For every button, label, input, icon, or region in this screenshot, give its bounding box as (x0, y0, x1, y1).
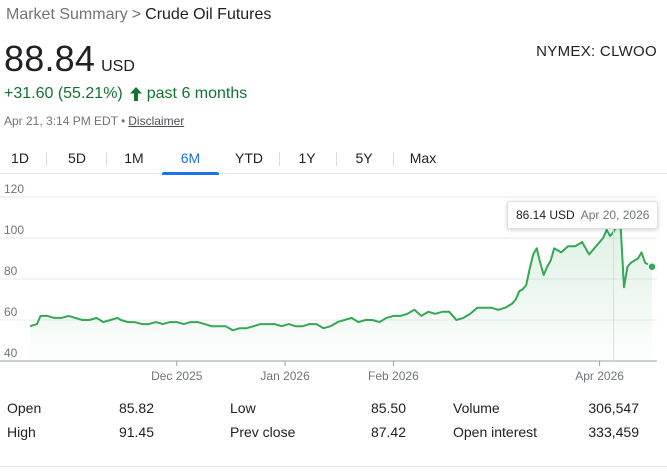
tab-6m[interactable]: 6M (162, 144, 219, 175)
tooltip-date: Apr 20, 2026 (580, 208, 650, 222)
tab-5d[interactable]: 5D (68, 150, 86, 166)
breadcrumb-separator: > (131, 6, 142, 23)
stat-label-open-interest: Open interest (453, 424, 538, 440)
x-tick-label: Dec 2025 (151, 369, 203, 383)
y-tick-label: 80 (4, 264, 18, 278)
tab-ytd[interactable]: YTD (235, 150, 263, 166)
stat-label-prev-close: Prev close (230, 424, 296, 440)
tab-divider (106, 152, 107, 166)
breadcrumb-current: Crude Oil Futures (145, 6, 272, 23)
meta-separator: • (121, 114, 126, 128)
divider (0, 466, 667, 467)
stat-value-volume: 306,547 (588, 400, 639, 416)
stat-label-open: Open (7, 400, 42, 416)
y-tick-label: 60 (4, 305, 18, 319)
tab-max[interactable]: Max (409, 150, 437, 166)
tab-1m[interactable]: 1M (124, 150, 144, 166)
y-tick-label: 100 (4, 223, 24, 237)
y-tick-label: 40 (4, 346, 18, 360)
timestamp: Apr 21, 3:14 PM EDT (4, 114, 119, 128)
stat-value-open: 85.82 (118, 400, 154, 416)
stats-row: Open 85.82 Low 85.50 Volume 306,547 (0, 400, 667, 424)
price-row: 88.84 USD (4, 38, 135, 80)
stat-label-high: High (7, 424, 36, 440)
price-line (29, 222, 653, 332)
stat-value-low: 85.50 (370, 400, 406, 416)
stats-table: Open 85.82 Low 85.50 Volume 306,547 High… (0, 400, 667, 448)
tab-1y[interactable]: 1Y (298, 150, 316, 166)
latest-point-marker (647, 261, 657, 272)
tab-divider (46, 152, 47, 166)
stat-value-high: 91.45 (118, 424, 154, 440)
stat-label-volume: Volume (453, 400, 500, 416)
exchange-ticker: NYMEX: CLWOO (536, 43, 657, 60)
range-tabs: 1D 5D 1M 6M YTD 1Y 5Y Max (0, 144, 667, 175)
stat-label-low: Low (230, 400, 256, 416)
tab-divider (336, 152, 337, 166)
y-tick-label: 120 (4, 183, 24, 196)
price-chart[interactable]: 120 100 80 60 40 Dec 2025 Jan 2026 Feb 2026 Apr … (0, 183, 667, 388)
quote-meta: Apr 21, 3:14 PM EDT • Disclaimer (4, 114, 184, 128)
currency-label: USD (101, 58, 135, 75)
breadcrumb: Market Summary > Crude Oil Futures (6, 6, 271, 24)
tab-1d[interactable]: 1D (11, 150, 29, 166)
disclaimer-link[interactable]: Disclaimer (128, 114, 185, 128)
tab-divider (279, 152, 280, 166)
stat-value-prev-close: 87.42 (370, 424, 406, 440)
change-period: past 6 months (146, 85, 248, 102)
price-change: +31.60 (55.21%) past 6 months (4, 85, 247, 103)
x-tick-label: Feb 2026 (368, 369, 419, 383)
chart-tooltip: 86.14 USD Apr 20, 2026 (507, 201, 659, 229)
change-value: +31.60 (55.21%) (4, 85, 123, 102)
tab-divider (393, 152, 394, 166)
tooltip-value: 86.14 USD (516, 208, 575, 222)
x-tick-label: Jan 2026 (260, 369, 310, 383)
price-area-fill (30, 223, 652, 361)
x-tick-label: Apr 2026 (575, 369, 624, 383)
tab-5y[interactable]: 5Y (355, 150, 373, 166)
price-value: 88.84 (4, 38, 96, 79)
arrow-up-icon (129, 86, 143, 102)
stats-row: High 91.45 Prev close 87.42 Open interes… (0, 424, 667, 448)
breadcrumb-parent[interactable]: Market Summary (6, 6, 128, 23)
stat-value-open-interest: 333,459 (588, 424, 639, 440)
